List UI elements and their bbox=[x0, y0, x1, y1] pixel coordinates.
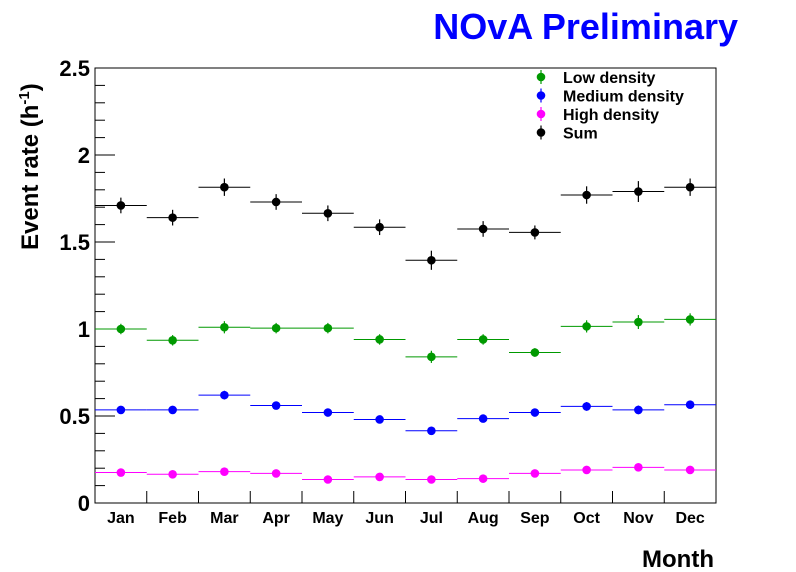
data-point bbox=[271, 469, 281, 478]
data-point bbox=[116, 324, 126, 334]
data-point bbox=[685, 400, 695, 409]
x-tick-label: Dec bbox=[675, 510, 704, 527]
series-medium-density bbox=[95, 390, 716, 436]
x-tick-label: Oct bbox=[573, 510, 600, 527]
data-point bbox=[323, 208, 333, 218]
data-point bbox=[323, 475, 333, 484]
legend-item: High density bbox=[536, 107, 659, 124]
legend-item: Medium density bbox=[536, 88, 684, 106]
data-point bbox=[168, 213, 177, 222]
data-point bbox=[116, 468, 126, 477]
legend-marker bbox=[536, 128, 546, 137]
y-axis-title: Event rate (h-1) bbox=[16, 83, 44, 250]
data-point bbox=[582, 322, 591, 331]
x-tick-label: Sep bbox=[520, 510, 550, 527]
watermark: NOvA Preliminary bbox=[433, 6, 738, 47]
data-point bbox=[220, 322, 229, 332]
data-point bbox=[634, 405, 643, 415]
series-sum bbox=[95, 178, 716, 270]
data-point bbox=[271, 323, 281, 333]
y-tick-label: 1.5 bbox=[59, 230, 90, 255]
data-point bbox=[530, 469, 540, 478]
data-point bbox=[582, 190, 591, 200]
watermark-group: NOvA Preliminary bbox=[433, 6, 738, 47]
data-point bbox=[116, 405, 126, 415]
data-point bbox=[478, 335, 488, 344]
series-group bbox=[95, 178, 716, 484]
y-tick-label: 2.5 bbox=[59, 56, 90, 81]
data-point bbox=[634, 463, 643, 472]
data-point bbox=[530, 228, 540, 237]
y-axis-tick-labels: 0 0.5 1 1.5 2 2.5 bbox=[59, 56, 90, 516]
data-point bbox=[375, 335, 384, 344]
legend-label: Sum bbox=[563, 126, 598, 143]
plot-frame-group bbox=[94, 67, 717, 504]
x-tick-label: Aug bbox=[468, 510, 499, 527]
data-point bbox=[582, 465, 591, 475]
data-point bbox=[220, 467, 229, 476]
data-point bbox=[685, 315, 695, 324]
data-point bbox=[427, 475, 436, 484]
data-point bbox=[375, 415, 384, 424]
data-point bbox=[478, 224, 488, 234]
x-tick-label: Nov bbox=[623, 510, 653, 527]
y-tick-label: 0.5 bbox=[59, 404, 90, 429]
data-point bbox=[634, 187, 643, 196]
y-axis-title-main: Event rate (h bbox=[17, 105, 44, 250]
x-axis-ticks bbox=[146, 491, 665, 503]
data-point bbox=[168, 405, 177, 415]
data-point bbox=[323, 408, 333, 417]
data-point bbox=[271, 401, 281, 410]
data-point bbox=[685, 182, 695, 192]
x-tick-label: Apr bbox=[262, 510, 290, 527]
y-axis-title-sup: -1 bbox=[16, 91, 33, 104]
data-point bbox=[168, 336, 177, 345]
legend-item: Low density bbox=[536, 70, 656, 87]
series-high-density bbox=[95, 463, 716, 484]
legend-marker bbox=[536, 72, 546, 82]
x-tick-label: Jan bbox=[107, 510, 135, 527]
data-point bbox=[323, 323, 333, 333]
data-point bbox=[530, 348, 540, 357]
x-tick-label: May bbox=[312, 510, 343, 527]
y-axis-ticks bbox=[95, 67, 115, 504]
data-point bbox=[685, 465, 695, 475]
data-point bbox=[375, 222, 384, 232]
y-tick-label: 1 bbox=[78, 317, 90, 342]
data-point bbox=[220, 390, 229, 400]
data-point bbox=[530, 408, 540, 417]
y-axis-title-close: ) bbox=[17, 83, 44, 91]
data-point bbox=[116, 201, 126, 210]
data-point bbox=[271, 197, 281, 207]
data-point bbox=[478, 474, 488, 483]
data-point bbox=[168, 469, 177, 479]
data-point bbox=[427, 352, 436, 362]
legend-marker bbox=[536, 109, 546, 119]
data-point bbox=[427, 426, 436, 436]
y-tick-label: 0 bbox=[78, 491, 90, 516]
y-tick-label: 2 bbox=[78, 143, 90, 168]
x-axis-title: Month bbox=[642, 546, 714, 572]
x-tick-label: Jul bbox=[420, 510, 443, 527]
data-point bbox=[427, 255, 436, 265]
x-axis-tick-labels: Jan Feb Mar Apr May Jun Jul Aug Sep Oct Nov Dec bbox=[107, 510, 705, 527]
data-point bbox=[220, 182, 229, 192]
legend-label: Low density bbox=[563, 70, 656, 87]
legend-label: Medium density bbox=[563, 89, 684, 106]
data-point bbox=[478, 414, 488, 423]
data-point bbox=[634, 317, 643, 327]
data-point bbox=[582, 402, 591, 411]
x-tick-label: Mar bbox=[210, 510, 238, 527]
legend-marker bbox=[536, 91, 546, 100]
x-tick-label: Feb bbox=[158, 510, 187, 527]
data-point bbox=[375, 472, 384, 482]
legend-item: Sum bbox=[536, 125, 598, 143]
plot-frame bbox=[94, 67, 717, 504]
series-low-density bbox=[95, 313, 716, 363]
legend-label: High density bbox=[563, 107, 659, 124]
x-tick-label: Jun bbox=[365, 510, 393, 527]
